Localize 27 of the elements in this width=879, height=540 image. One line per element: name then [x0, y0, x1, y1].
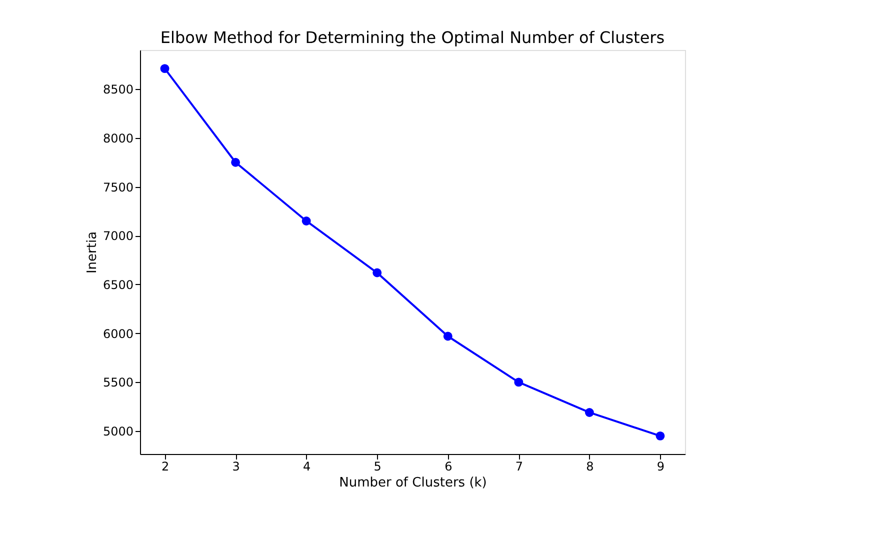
- point: [231, 158, 240, 167]
- chart-title: Elbow Method for Determining the Optimal Number of Clusters: [160, 28, 665, 47]
- x-tick-label: 9: [656, 460, 665, 474]
- y-tick-label: 8000: [102, 131, 134, 146]
- y-tick-label: 7000: [102, 229, 134, 244]
- x-tick-label: 8: [586, 460, 594, 474]
- point: [443, 332, 452, 341]
- point: [656, 431, 665, 440]
- x-tick-label: 4: [303, 460, 311, 474]
- x-tick-label: 3: [232, 460, 240, 474]
- y-tick-label: 6000: [102, 326, 134, 341]
- y-tick-label: 7500: [102, 180, 134, 194]
- y-tick-label: 5500: [102, 376, 134, 390]
- y-tick-label: 6500: [102, 278, 134, 292]
- x-tick-label: 5: [374, 460, 382, 474]
- point: [372, 268, 382, 278]
- x-tick-label: 2: [161, 460, 170, 474]
- y-tick-label: 5000: [102, 424, 134, 439]
- y-tick-label: 8500: [102, 82, 134, 97]
- point: [584, 408, 594, 417]
- point: [160, 64, 170, 74]
- point: [514, 378, 524, 387]
- x-tick-label: 7: [515, 460, 523, 474]
- point: [302, 216, 311, 226]
- x-tick-label: 6: [444, 460, 452, 474]
- x-axis-title: Number of Clusters (k): [339, 476, 487, 490]
- y-axis-title: Inertia: [84, 231, 100, 274]
